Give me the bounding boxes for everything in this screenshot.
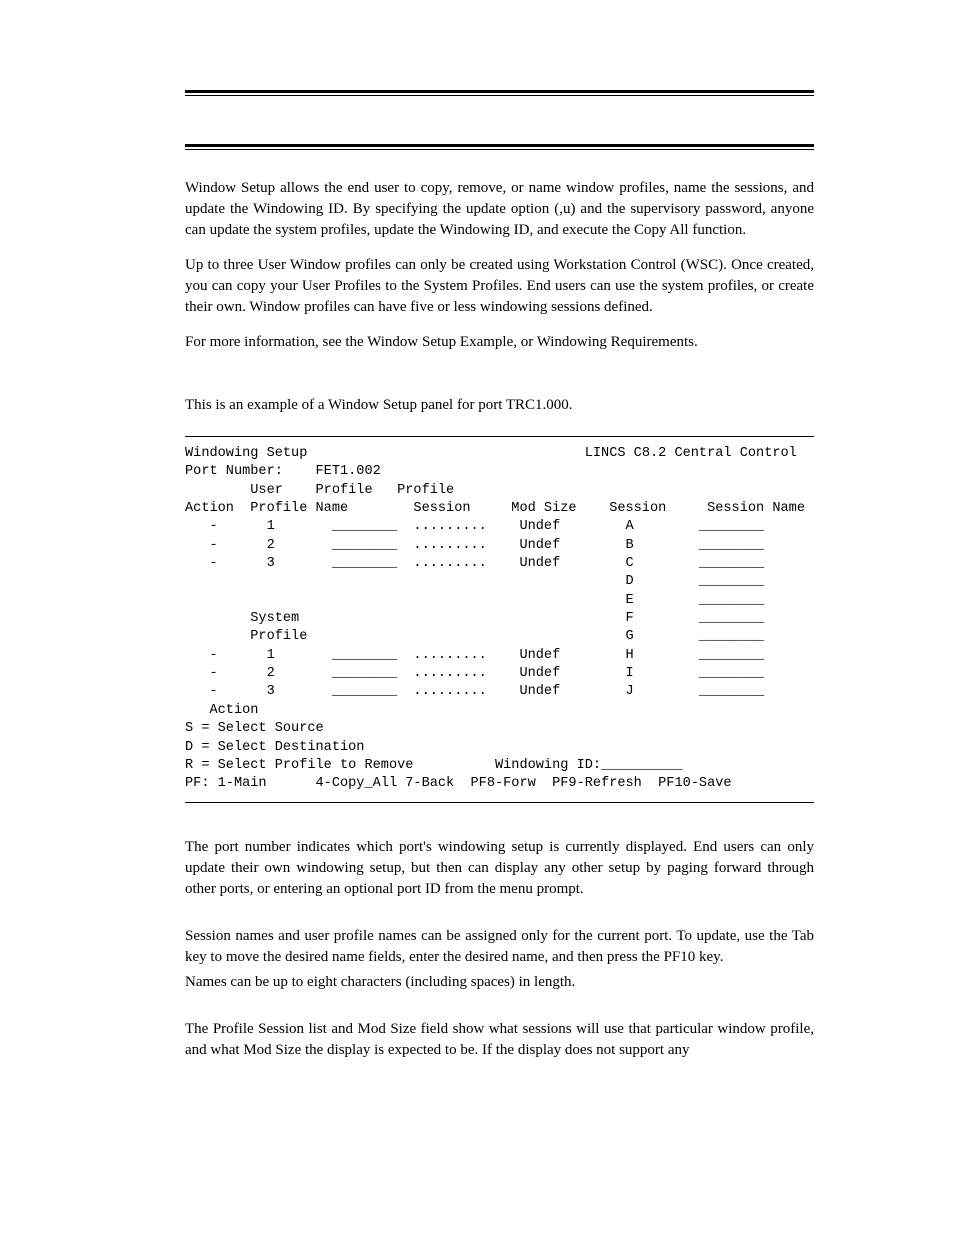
terminal-panel: Windowing Setup LINCS C8.2 Central Contr… bbox=[185, 436, 814, 803]
profile-session-paragraph: The Profile Session list and Mod Size fi… bbox=[185, 1019, 814, 1061]
names-paragraph-1: Session names and user profile names can… bbox=[185, 926, 814, 968]
names-paragraph-2: Names can be up to eight characters (inc… bbox=[185, 972, 814, 993]
page: Window Setup allows the end user to copy… bbox=[0, 0, 954, 1235]
intro-paragraph-3: For more information, see the Window Set… bbox=[185, 332, 814, 353]
intro-paragraph-1: Window Setup allows the end user to copy… bbox=[185, 178, 814, 241]
intro-paragraph-2: Up to three User Window profiles can onl… bbox=[185, 255, 814, 318]
top-double-rule bbox=[185, 90, 814, 96]
port-description: The port number indicates which port's w… bbox=[185, 837, 814, 900]
second-double-rule bbox=[185, 144, 814, 150]
example-intro: This is an example of a Window Setup pan… bbox=[185, 395, 814, 416]
